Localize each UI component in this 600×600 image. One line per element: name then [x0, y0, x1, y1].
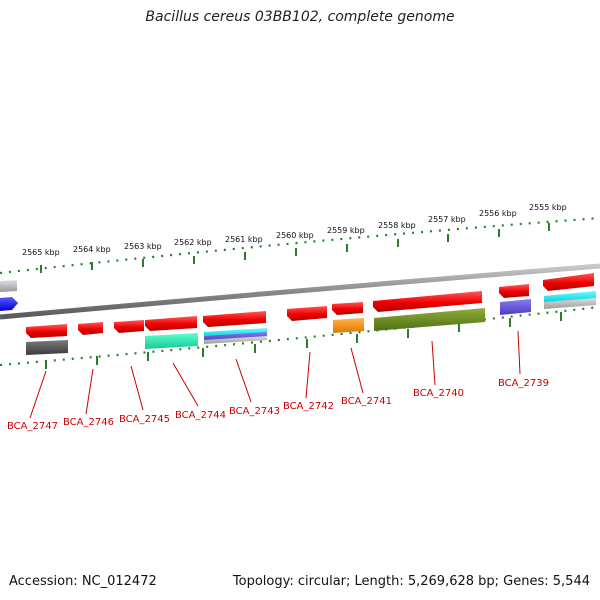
gene-arrow — [543, 273, 594, 291]
gene-BCA_2747[interactable] — [26, 324, 68, 355]
kbp-label-2564: 2564 kbp — [73, 245, 111, 254]
outer-ruler-major-ticks — [40, 223, 550, 273]
gene-feature-bar — [145, 333, 198, 349]
gene-label-BCA_2742: BCA_2742 — [283, 401, 334, 412]
gene-partial-right — [543, 273, 596, 309]
gene-feature-bar-purple — [204, 332, 267, 341]
map-title: Bacillus cereus 03BB102, complete genome — [145, 9, 455, 25]
gene-arrow — [114, 320, 144, 333]
gene-BCA_2741[interactable] — [332, 302, 364, 333]
gene-partial-blue-left — [0, 297, 18, 311]
kbp-label-2563: 2563 kbp — [124, 242, 162, 251]
gene-arrow — [78, 322, 103, 335]
gene-arrow — [332, 302, 363, 315]
gene-BCA_2745[interactable] — [114, 320, 144, 333]
kbp-label-2556: 2556 kbp — [479, 209, 517, 218]
kbp-label-2555: 2555 kbp — [529, 203, 567, 212]
gene-BCA_2740[interactable] — [373, 291, 485, 331]
kbp-label-2561: 2561 kbp — [225, 235, 263, 244]
inner-ruler-major-ticks — [45, 312, 562, 369]
gene-BCA_2739[interactable] — [499, 284, 531, 315]
gene-feature-bar — [26, 340, 68, 355]
gene-arrow — [26, 324, 67, 338]
kbp-label-2565: 2565 kbp — [22, 248, 60, 257]
kbp-label-2562: 2562 kbp — [174, 238, 212, 247]
gene-arrow — [145, 316, 197, 331]
genome-summary-text: Topology: circular; Length: 5,269,628 bp… — [232, 574, 590, 589]
gene-partial-grey-left — [0, 280, 17, 292]
gene-label-BCA_2746: BCA_2746 — [63, 417, 114, 428]
gene-arrow — [203, 311, 266, 327]
gene-arrow — [499, 284, 529, 298]
gene-feature-bar-grey — [544, 298, 596, 309]
gene-label-BCA_2747: BCA_2747 — [7, 421, 58, 432]
gene-BCA_2744[interactable] — [145, 316, 198, 349]
genome-backbone — [0, 263, 600, 320]
gene-label-BCA_2745: BCA_2745 — [119, 414, 170, 425]
gene-label-BCA_2744: BCA_2744 — [175, 410, 226, 421]
gene-feature-bar — [500, 299, 531, 315]
kbp-label-2560: 2560 kbp — [276, 231, 314, 240]
gene-feature-bar — [333, 318, 364, 333]
kbp-label-2559: 2559 kbp — [327, 226, 365, 235]
gene-label-BCA_2739: BCA_2739 — [498, 378, 549, 389]
gene-BCA_2742[interactable] — [287, 306, 327, 321]
gene-BCA_2746[interactable] — [78, 322, 103, 335]
gene-label-BCA_2743: BCA_2743 — [229, 406, 280, 417]
gene-labels: BCA_2747 BCA_2746 BCA_2745 BCA_2744 BCA_… — [7, 378, 549, 432]
kbp-label-2558: 2558 kbp — [378, 221, 416, 230]
accession-text: Accession: NC_012472 — [9, 574, 157, 589]
outer-ruler-labels: 2565 kbp 2564 kbp 2563 kbp 2562 kbp 2561… — [22, 203, 567, 257]
gene-arrow — [287, 306, 327, 321]
gene-label-BCA_2741: BCA_2741 — [341, 396, 392, 407]
gene-label-leaders — [29, 330, 521, 419]
gene-label-BCA_2740: BCA_2740 — [413, 388, 464, 399]
gene-BCA_2743[interactable] — [203, 311, 267, 344]
gene-feature-bar — [374, 308, 485, 331]
gene-feature-bar-grey — [204, 336, 267, 344]
kbp-label-2557: 2557 kbp — [428, 215, 466, 224]
gene-arrow — [373, 291, 482, 312]
